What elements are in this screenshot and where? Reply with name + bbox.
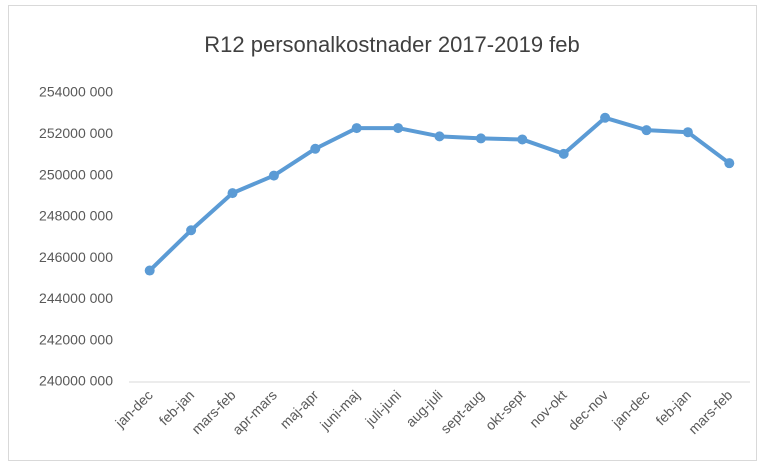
y-tick-label: 254000 000 [39, 84, 113, 100]
y-tick-label: 252000 000 [39, 125, 113, 141]
point [682, 127, 693, 138]
point [475, 133, 486, 144]
point [227, 188, 238, 199]
y-tick-label: 250000 000 [39, 166, 113, 182]
point [600, 112, 611, 123]
chart-frame [8, 5, 757, 461]
point [558, 148, 569, 159]
y-tick-label: 246000 000 [39, 249, 113, 265]
y-tick-label: 244000 000 [39, 290, 113, 306]
point [310, 143, 321, 154]
point [351, 123, 362, 134]
point [268, 170, 279, 181]
y-tick-label: 248000 000 [39, 208, 113, 224]
y-tick-label: 240000 000 [39, 373, 113, 389]
point [517, 134, 528, 145]
point [186, 225, 197, 236]
point [641, 125, 652, 136]
y-tick-label: 242000 000 [39, 331, 113, 347]
point [144, 265, 155, 276]
point [434, 131, 445, 142]
chart-title: R12 personalkostnader 2017-2019 feb [204, 32, 580, 57]
point [393, 123, 404, 134]
point [724, 158, 735, 169]
